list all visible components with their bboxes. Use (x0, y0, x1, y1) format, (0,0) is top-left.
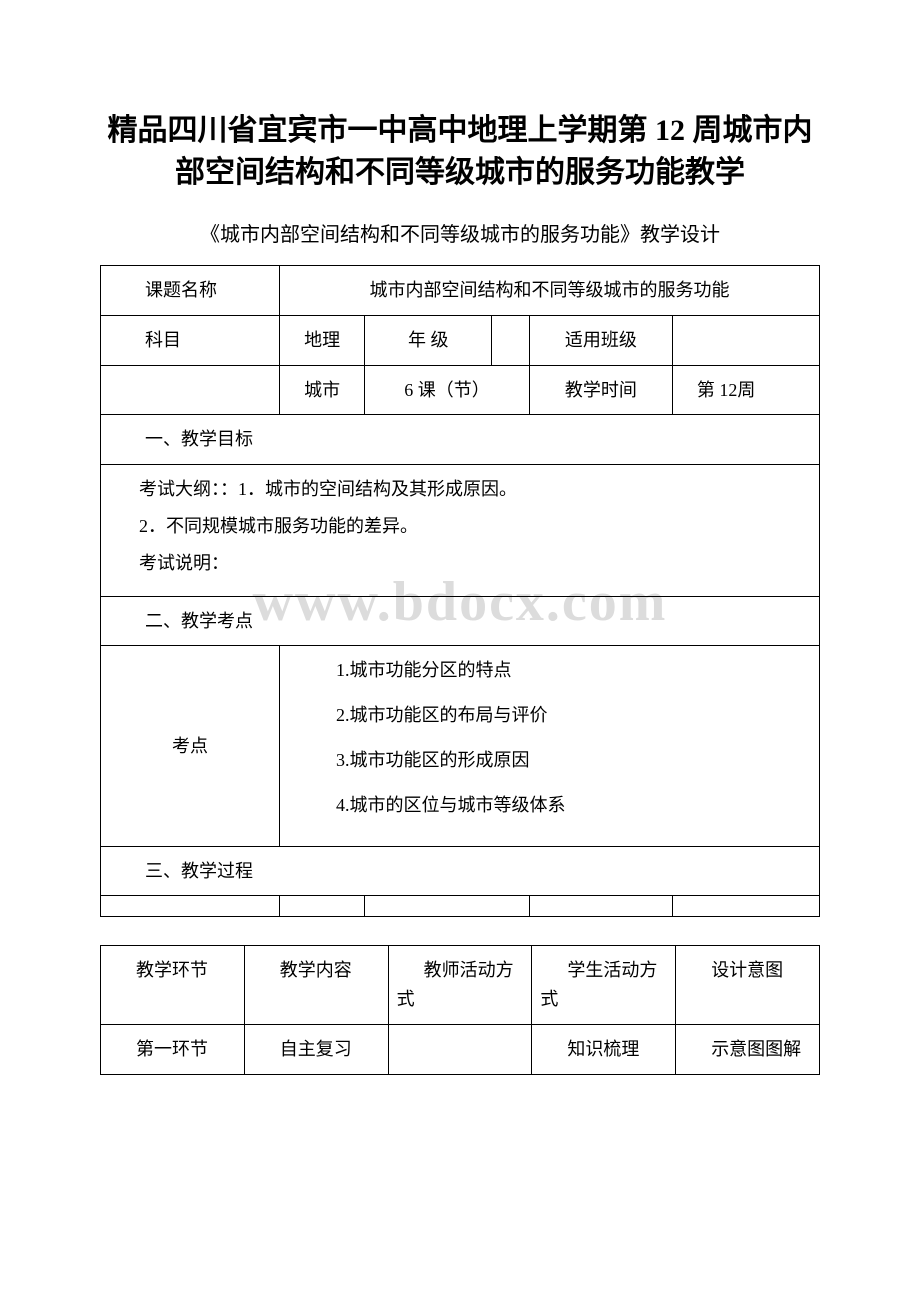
design-cell: 示意图图解 (676, 1024, 820, 1074)
table-row: 考试大纲：：1．城市的空间结构及其形成原因。 2．不同规模城市服务功能的差异。 … (101, 465, 820, 596)
city-cell: 城市 (280, 365, 365, 415)
col-teacher: 教师活动方式 (388, 946, 532, 1025)
subject-label: 科目 (101, 315, 280, 365)
empty-cell (101, 365, 280, 415)
section-process-header: 三、教学过程 (101, 846, 820, 896)
table-row: 教学环节 教学内容 教师活动方式 学生活动方式 设计意图 (101, 946, 820, 1025)
empty-cell (365, 896, 530, 917)
point-item: 1.城市功能分区的特点 (336, 656, 811, 685)
topic-value: 城市内部空间结构和不同等级城市的服务功能 (280, 266, 820, 316)
subtitle: 《城市内部空间结构和不同等级城市的服务功能》教学设计 (100, 218, 820, 247)
table-row (101, 896, 820, 917)
empty-cell (672, 896, 819, 917)
table-row: 二、教学考点 (101, 596, 820, 646)
topic-label: 课题名称 (101, 266, 280, 316)
stage-cell: 第一环节 (101, 1024, 245, 1074)
class-label: 适用班级 (529, 315, 672, 365)
table-row: 考点 1.城市功能分区的特点 2.城市功能区的布局与评价 3.城市功能区的形成原… (101, 646, 820, 846)
point-item: 2.城市功能区的布局与评价 (336, 701, 811, 730)
section-points-header: 二、教学考点 (101, 596, 820, 646)
table-row: 第一环节 自主复习 知识梳理 示意图图解 (101, 1024, 820, 1074)
empty-cell (529, 896, 672, 917)
time-label: 教学时间 (529, 365, 672, 415)
process-table: 教学环节 教学内容 教师活动方式 学生活动方式 设计意图 第一环节 自主复习 知… (100, 945, 820, 1074)
col-stage: 教学环节 (101, 946, 245, 1025)
col-student: 学生活动方式 (532, 946, 676, 1025)
goal-line: 2．不同规模城市服务功能的差异。 (139, 512, 811, 541)
points-label: 考点 (101, 646, 280, 846)
subject-value: 地理 (280, 315, 365, 365)
col-content: 教学内容 (244, 946, 388, 1025)
lessons-cell: 6 课（节） (365, 365, 530, 415)
goals-content: 考试大纲：：1．城市的空间结构及其形成原因。 2．不同规模城市服务功能的差异。 … (101, 465, 820, 596)
page-title: 精品四川省宜宾市一中高中地理上学期第 12 周城市内部空间结构和不同等级城市的服… (100, 110, 820, 194)
col-design: 设计意图 (676, 946, 820, 1025)
grade-label: 年 级 (365, 315, 492, 365)
teacher-cell (388, 1024, 532, 1074)
content-cell: 自主复习 (244, 1024, 388, 1074)
table-row: 三、教学过程 (101, 846, 820, 896)
point-item: 4.城市的区位与城市等级体系 (336, 791, 811, 820)
student-cell: 知识梳理 (532, 1024, 676, 1074)
main-table: 课题名称 城市内部空间结构和不同等级城市的服务功能 科目 地理 年 级 适用班级… (100, 265, 820, 917)
table-row: 一、教学目标 (101, 415, 820, 465)
point-item: 3.城市功能区的形成原因 (336, 746, 811, 775)
empty-cell (280, 896, 365, 917)
class-value (672, 315, 819, 365)
empty-cell (101, 896, 280, 917)
points-list: 1.城市功能分区的特点 2.城市功能区的布局与评价 3.城市功能区的形成原因 4… (280, 646, 820, 846)
document-content: 精品四川省宜宾市一中高中地理上学期第 12 周城市内部空间结构和不同等级城市的服… (100, 110, 820, 1075)
table-row: 课题名称 城市内部空间结构和不同等级城市的服务功能 (101, 266, 820, 316)
table-row: 城市 6 课（节） 教学时间 第 12周 (101, 365, 820, 415)
goal-line: 考试说明： (139, 549, 811, 578)
section-goals-header: 一、教学目标 (101, 415, 820, 465)
table-row: 科目 地理 年 级 适用班级 (101, 315, 820, 365)
grade-value (492, 315, 530, 365)
week-value: 第 12周 (672, 365, 819, 415)
goal-line: 考试大纲：：1．城市的空间结构及其形成原因。 (139, 475, 811, 504)
